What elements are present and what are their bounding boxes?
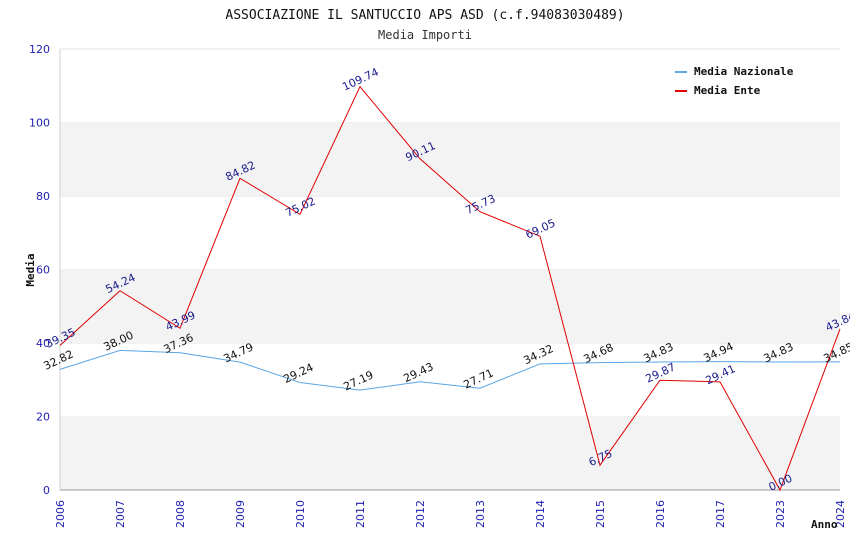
y-tick-label: 0 [43, 484, 50, 497]
y-tick-label: 60 [36, 264, 50, 277]
chart-title: ASSOCIAZIONE IL SANTUCCIO APS ASD (c.f.9… [225, 8, 624, 23]
x-tick-label: 2015 [594, 500, 607, 528]
x-tick-labels: 2006 2007 2008 2009 2010 2011 2012 2013 2014 2015… [54, 500, 847, 528]
x-tick-label: 2012 [414, 500, 427, 528]
legend: Media Nazionale Media Ente [669, 60, 809, 101]
x-tick-label: 2023 [774, 500, 787, 528]
x-tick-label: 2011 [354, 500, 367, 528]
y-axis-label: Media [24, 253, 37, 286]
y-tick-label: 40 [36, 337, 50, 350]
legend-label-ente: Media Ente [694, 84, 761, 97]
x-axis-label: Anno [811, 518, 838, 531]
y-tick-labels: 0 20 40 60 80 100 120 [29, 43, 50, 497]
x-tick-label: 2009 [234, 500, 247, 528]
legend-label-nazionale: Media Nazionale [694, 65, 794, 78]
grid-bands [60, 48, 840, 490]
x-tick-label: 2016 [654, 500, 667, 528]
series-line-nazionale [59, 349, 841, 391]
grid-band [60, 196, 840, 270]
grid-band [60, 416, 840, 490]
y-tick-label: 120 [29, 43, 50, 56]
x-tick-label: 2006 [54, 500, 67, 528]
x-tick-label: 2017 [714, 500, 727, 528]
series-line-ente [59, 85, 841, 492]
grid-band [60, 343, 840, 417]
x-tick-label: 2008 [174, 500, 187, 528]
y-tick-label: 80 [36, 190, 50, 203]
x-tick-label: 2024 [834, 500, 847, 528]
chart-subtitle: Media Importi [378, 28, 472, 42]
x-tick-label: 2013 [474, 500, 487, 528]
x-tick-label: 2007 [114, 500, 127, 528]
x-tick-label: 2014 [534, 500, 547, 528]
y-tick-label: 20 [36, 411, 50, 424]
grid-band [60, 269, 840, 343]
x-tick-label: 2010 [294, 500, 307, 528]
legend-box [669, 60, 809, 101]
grid-band [60, 122, 840, 196]
series-lines [59, 85, 841, 492]
y-tick-label: 100 [29, 117, 50, 130]
